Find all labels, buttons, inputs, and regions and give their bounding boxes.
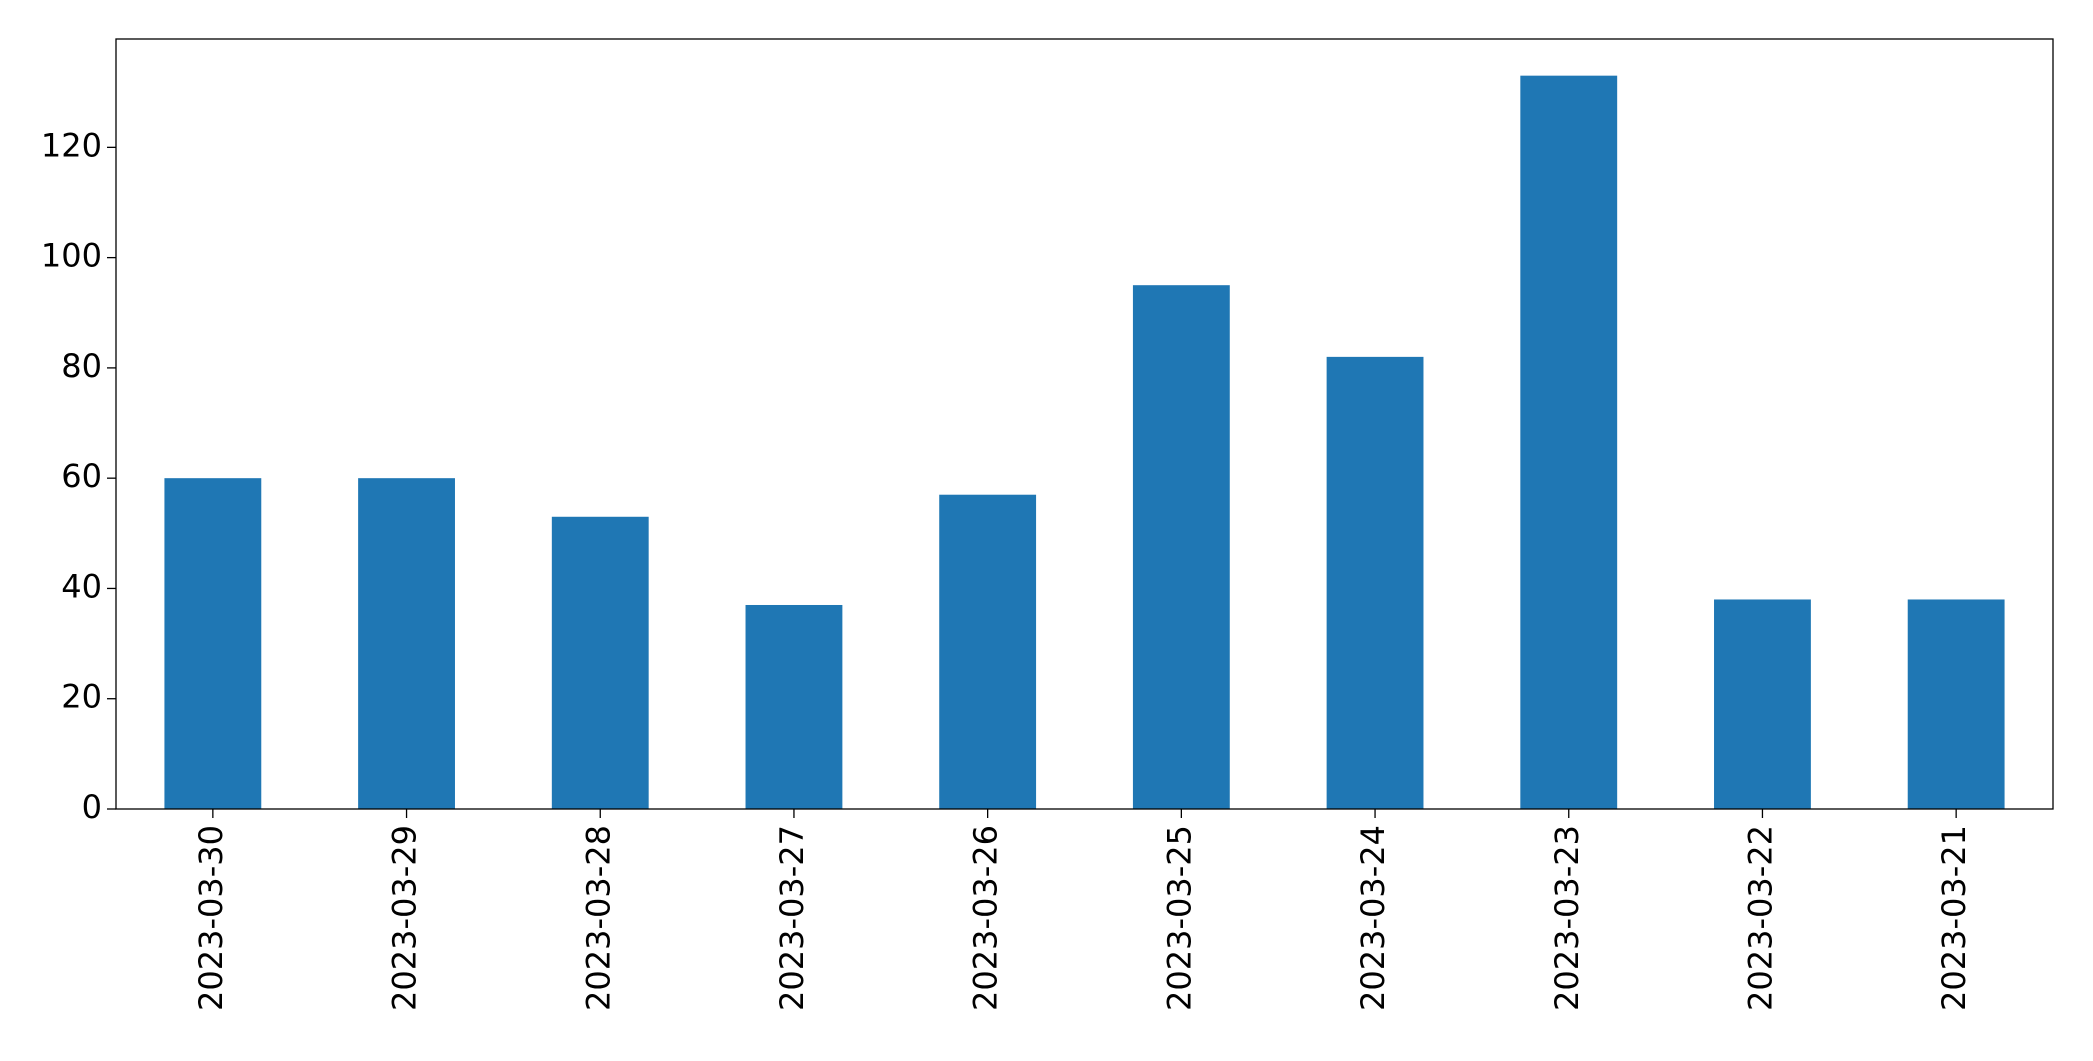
y-tick-label: 60: [61, 457, 102, 495]
bar: [1132, 285, 1230, 809]
x-tick-label: 2023-03-30: [192, 825, 230, 1011]
x-tick-label: 2023-03-29: [386, 825, 424, 1011]
bar: [939, 494, 1037, 809]
x-tick-label: 2023-03-26: [967, 825, 1005, 1011]
x-tick-label: 2023-03-22: [1741, 825, 1779, 1011]
y-tick-label: 100: [41, 237, 102, 275]
plot-frame: [115, 38, 2054, 810]
y-tick-label: 0: [82, 788, 102, 826]
x-tick-label: 2023-03-21: [1935, 825, 1973, 1011]
y-tick-label: 40: [61, 567, 102, 605]
bar: [1326, 356, 1424, 809]
y-tick-label: 20: [61, 678, 102, 716]
x-tick-label: 2023-03-23: [1548, 825, 1586, 1011]
y-tick-label: 80: [61, 347, 102, 385]
bar: [1520, 75, 1618, 809]
bar: [358, 478, 455, 809]
x-tick-label: 2023-03-27: [773, 825, 811, 1011]
x-tick-label: 2023-03-24: [1354, 825, 1392, 1011]
bar: [164, 478, 262, 809]
x-tick-label: 2023-03-25: [1160, 825, 1198, 1011]
y-tick-label: 120: [41, 126, 102, 164]
bar: [551, 516, 649, 809]
bar: [745, 604, 843, 809]
x-tick-label: 2023-03-28: [579, 825, 617, 1011]
bar: [1907, 599, 2005, 809]
bar: [1714, 599, 1811, 809]
